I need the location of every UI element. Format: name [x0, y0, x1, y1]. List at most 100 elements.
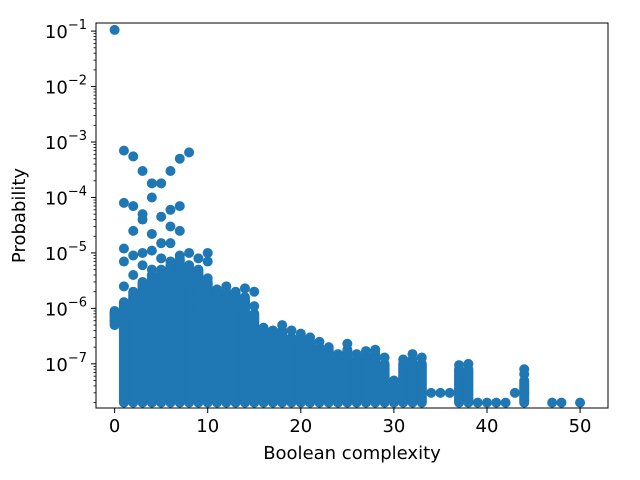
data-column [118, 297, 129, 408]
data-point [156, 253, 167, 264]
data-point [174, 267, 185, 278]
data-point [491, 397, 502, 408]
data-column [230, 289, 241, 408]
data-point [128, 201, 139, 212]
data-point [202, 289, 213, 300]
data-column [323, 344, 334, 408]
data-point [481, 397, 492, 408]
data-column [286, 332, 297, 408]
data-point [184, 260, 195, 271]
data-point [342, 338, 353, 349]
data-point [156, 211, 167, 222]
x-axis-label: Boolean complexity [263, 443, 441, 464]
data-point [165, 256, 176, 267]
y-tick-label: 10−2 [45, 74, 87, 99]
data-point [407, 349, 418, 360]
data-point [165, 293, 176, 304]
data-point [156, 270, 167, 281]
data-point [174, 225, 185, 236]
data-column [249, 308, 260, 408]
data-point [118, 197, 129, 208]
y-tick-label: 10−7 [45, 351, 87, 376]
data-point [146, 264, 157, 275]
data-point [184, 276, 195, 287]
data-points-layer [109, 24, 586, 408]
x-tick-label: 50 [569, 416, 592, 437]
data-point [165, 204, 176, 215]
data-column [221, 286, 232, 408]
data-column [370, 349, 381, 408]
y-axis-ticks: 10−1 10−2 10−3 10−4 10−5 10−6 10−7 [45, 18, 96, 404]
data-point [556, 397, 567, 408]
data-point [370, 344, 381, 355]
data-point [118, 303, 129, 314]
data-point [351, 349, 362, 360]
data-column [277, 325, 288, 408]
data-point [221, 293, 232, 304]
data-column [360, 350, 371, 408]
data-column [333, 354, 344, 408]
data-column [128, 286, 139, 408]
data-point [137, 247, 148, 258]
data-column [342, 344, 353, 408]
data-point [137, 299, 148, 310]
data-point [519, 387, 530, 398]
data-point [118, 145, 129, 156]
data-point [109, 315, 120, 326]
data-point [426, 387, 437, 398]
data-column [407, 354, 418, 408]
data-point [267, 325, 278, 336]
data-column [454, 364, 465, 408]
data-point [128, 225, 139, 236]
data-column [351, 354, 362, 408]
data-point [416, 352, 427, 363]
data-point [277, 320, 288, 331]
data-column [258, 325, 269, 408]
data-point [137, 286, 148, 297]
data-point [509, 387, 520, 398]
data-point [249, 286, 260, 297]
data-point [239, 283, 250, 294]
data-point [128, 270, 139, 281]
data-column [379, 358, 390, 408]
data-point [193, 303, 204, 314]
data-column [212, 284, 223, 408]
data-column [156, 264, 167, 408]
x-tick-label: 30 [382, 416, 405, 437]
data-point [193, 253, 204, 264]
data-point [379, 352, 390, 363]
data-point [249, 301, 260, 312]
data-point [500, 397, 511, 408]
data-point [174, 201, 185, 212]
data-point [156, 238, 167, 249]
y-tick-label: 10−6 [45, 295, 87, 320]
data-point [146, 178, 157, 189]
data-point [165, 166, 176, 177]
data-point [398, 354, 409, 365]
data-point [128, 293, 139, 304]
data-point [547, 397, 558, 408]
y-tick-label: 10−3 [45, 129, 87, 154]
data-columns-layer [109, 253, 530, 408]
data-column [146, 270, 157, 408]
y-tick-label: 10−1 [45, 18, 87, 43]
data-point [184, 147, 195, 158]
data-point [323, 342, 334, 353]
data-point [239, 297, 250, 308]
data-point [146, 228, 157, 239]
data-point [472, 397, 483, 408]
data-point [156, 178, 167, 189]
data-point [435, 387, 446, 398]
data-point [165, 221, 176, 232]
data-column [137, 276, 148, 408]
data-point [360, 346, 371, 357]
data-point [137, 166, 148, 177]
y-axis-label: Probability [9, 168, 30, 263]
data-point [146, 293, 157, 304]
x-axis-ticks: 0 10 20 30 40 50 [109, 408, 592, 437]
data-column [314, 342, 325, 408]
data-point [146, 192, 157, 203]
data-point [128, 250, 139, 261]
data-point [128, 151, 139, 162]
